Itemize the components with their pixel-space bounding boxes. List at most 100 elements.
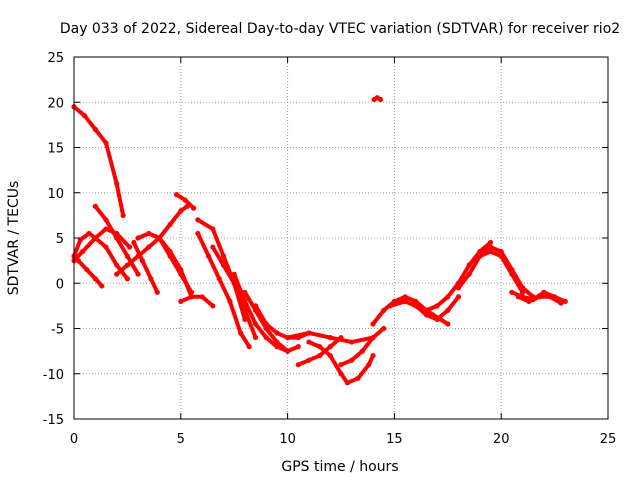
data-point	[103, 217, 109, 223]
data-point	[252, 321, 259, 327]
data-point	[402, 298, 408, 304]
series-trace	[195, 231, 252, 349]
x-tick-label: 15	[386, 432, 403, 447]
data-point	[114, 262, 120, 268]
series-arc-13	[195, 230, 252, 350]
data-point	[154, 289, 160, 295]
series-arc-14	[210, 244, 259, 341]
data-point	[92, 276, 98, 282]
data-point	[498, 248, 504, 255]
data-point	[135, 271, 141, 277]
data-point	[92, 203, 98, 209]
data-point	[114, 271, 120, 277]
data-point	[167, 221, 173, 228]
data-point	[126, 244, 133, 250]
data-point	[195, 230, 201, 237]
data-point	[455, 294, 462, 300]
data-point	[477, 253, 483, 259]
series-arc-21	[338, 325, 387, 368]
x-tick-label: 10	[279, 432, 296, 447]
data-point	[445, 307, 451, 313]
data-point	[349, 339, 355, 345]
data-point	[377, 96, 384, 103]
data-point	[306, 339, 312, 345]
data-point	[537, 294, 543, 300]
data-point	[423, 312, 430, 318]
data-point	[103, 226, 109, 232]
data-point	[434, 316, 440, 323]
series-outlier	[371, 95, 384, 103]
series-trace	[157, 236, 194, 295]
data-point	[263, 334, 269, 341]
data-point	[338, 362, 344, 368]
data-point	[242, 298, 248, 304]
data-point	[182, 197, 188, 203]
data-point	[327, 353, 333, 359]
data-point	[195, 217, 201, 223]
data-point	[178, 208, 184, 214]
axis-ticks	[73, 56, 609, 420]
data-point	[210, 303, 216, 309]
data-point	[387, 303, 393, 309]
data-point	[120, 212, 126, 218]
data-point	[227, 298, 233, 304]
data-point	[338, 334, 344, 341]
data-point	[509, 267, 515, 273]
data-point	[526, 298, 532, 304]
data-point	[366, 362, 372, 368]
data-point	[238, 330, 244, 336]
data-point	[146, 230, 152, 237]
series-arc-29	[515, 294, 564, 306]
data-point	[82, 113, 88, 119]
data-point	[263, 321, 269, 327]
y-tick-label: 25	[47, 51, 64, 66]
data-point	[509, 289, 515, 295]
data-point	[188, 289, 195, 295]
data-point	[370, 321, 376, 327]
data-point	[216, 276, 222, 282]
data-point	[124, 253, 130, 259]
data-point	[274, 339, 280, 345]
series-arc-1	[71, 104, 126, 218]
data-point	[124, 262, 130, 268]
data-point	[124, 276, 130, 282]
data-point	[231, 271, 237, 277]
series-arc-7	[131, 239, 160, 295]
data-point	[252, 303, 259, 309]
data-point	[191, 205, 197, 211]
data-point	[242, 289, 248, 295]
data-point	[205, 253, 212, 259]
data-point	[355, 375, 361, 381]
data-point	[92, 235, 98, 241]
series-arc-26	[455, 248, 526, 295]
y-tick-label: 0	[56, 277, 64, 292]
data-point	[445, 321, 451, 327]
data-point	[173, 191, 180, 198]
tick-labels: 0 5 10 15 20 25 -15 -10 -5 0 5 10 15 20 25	[43, 51, 617, 447]
data-point	[317, 353, 323, 359]
data-point	[423, 307, 430, 313]
data-point	[114, 181, 120, 187]
data-point	[487, 244, 494, 250]
series-arc-24	[413, 294, 462, 323]
data-point	[466, 262, 472, 268]
series-trace	[210, 245, 258, 340]
data-point	[562, 298, 568, 304]
data-point	[188, 294, 195, 300]
series-trace	[76, 258, 104, 288]
data-point	[103, 244, 109, 250]
y-tick-label: 15	[47, 142, 64, 157]
data-point	[547, 294, 553, 300]
data-point	[146, 244, 152, 250]
data-point	[167, 253, 173, 259]
data-point	[148, 276, 154, 282]
x-tick-label: 5	[177, 432, 185, 447]
data-point	[135, 235, 141, 241]
data-point	[220, 253, 227, 259]
data-point	[242, 307, 248, 313]
data-point	[99, 283, 105, 289]
data-point	[131, 239, 137, 246]
series-arc-20	[295, 334, 344, 368]
data-point	[103, 140, 109, 146]
